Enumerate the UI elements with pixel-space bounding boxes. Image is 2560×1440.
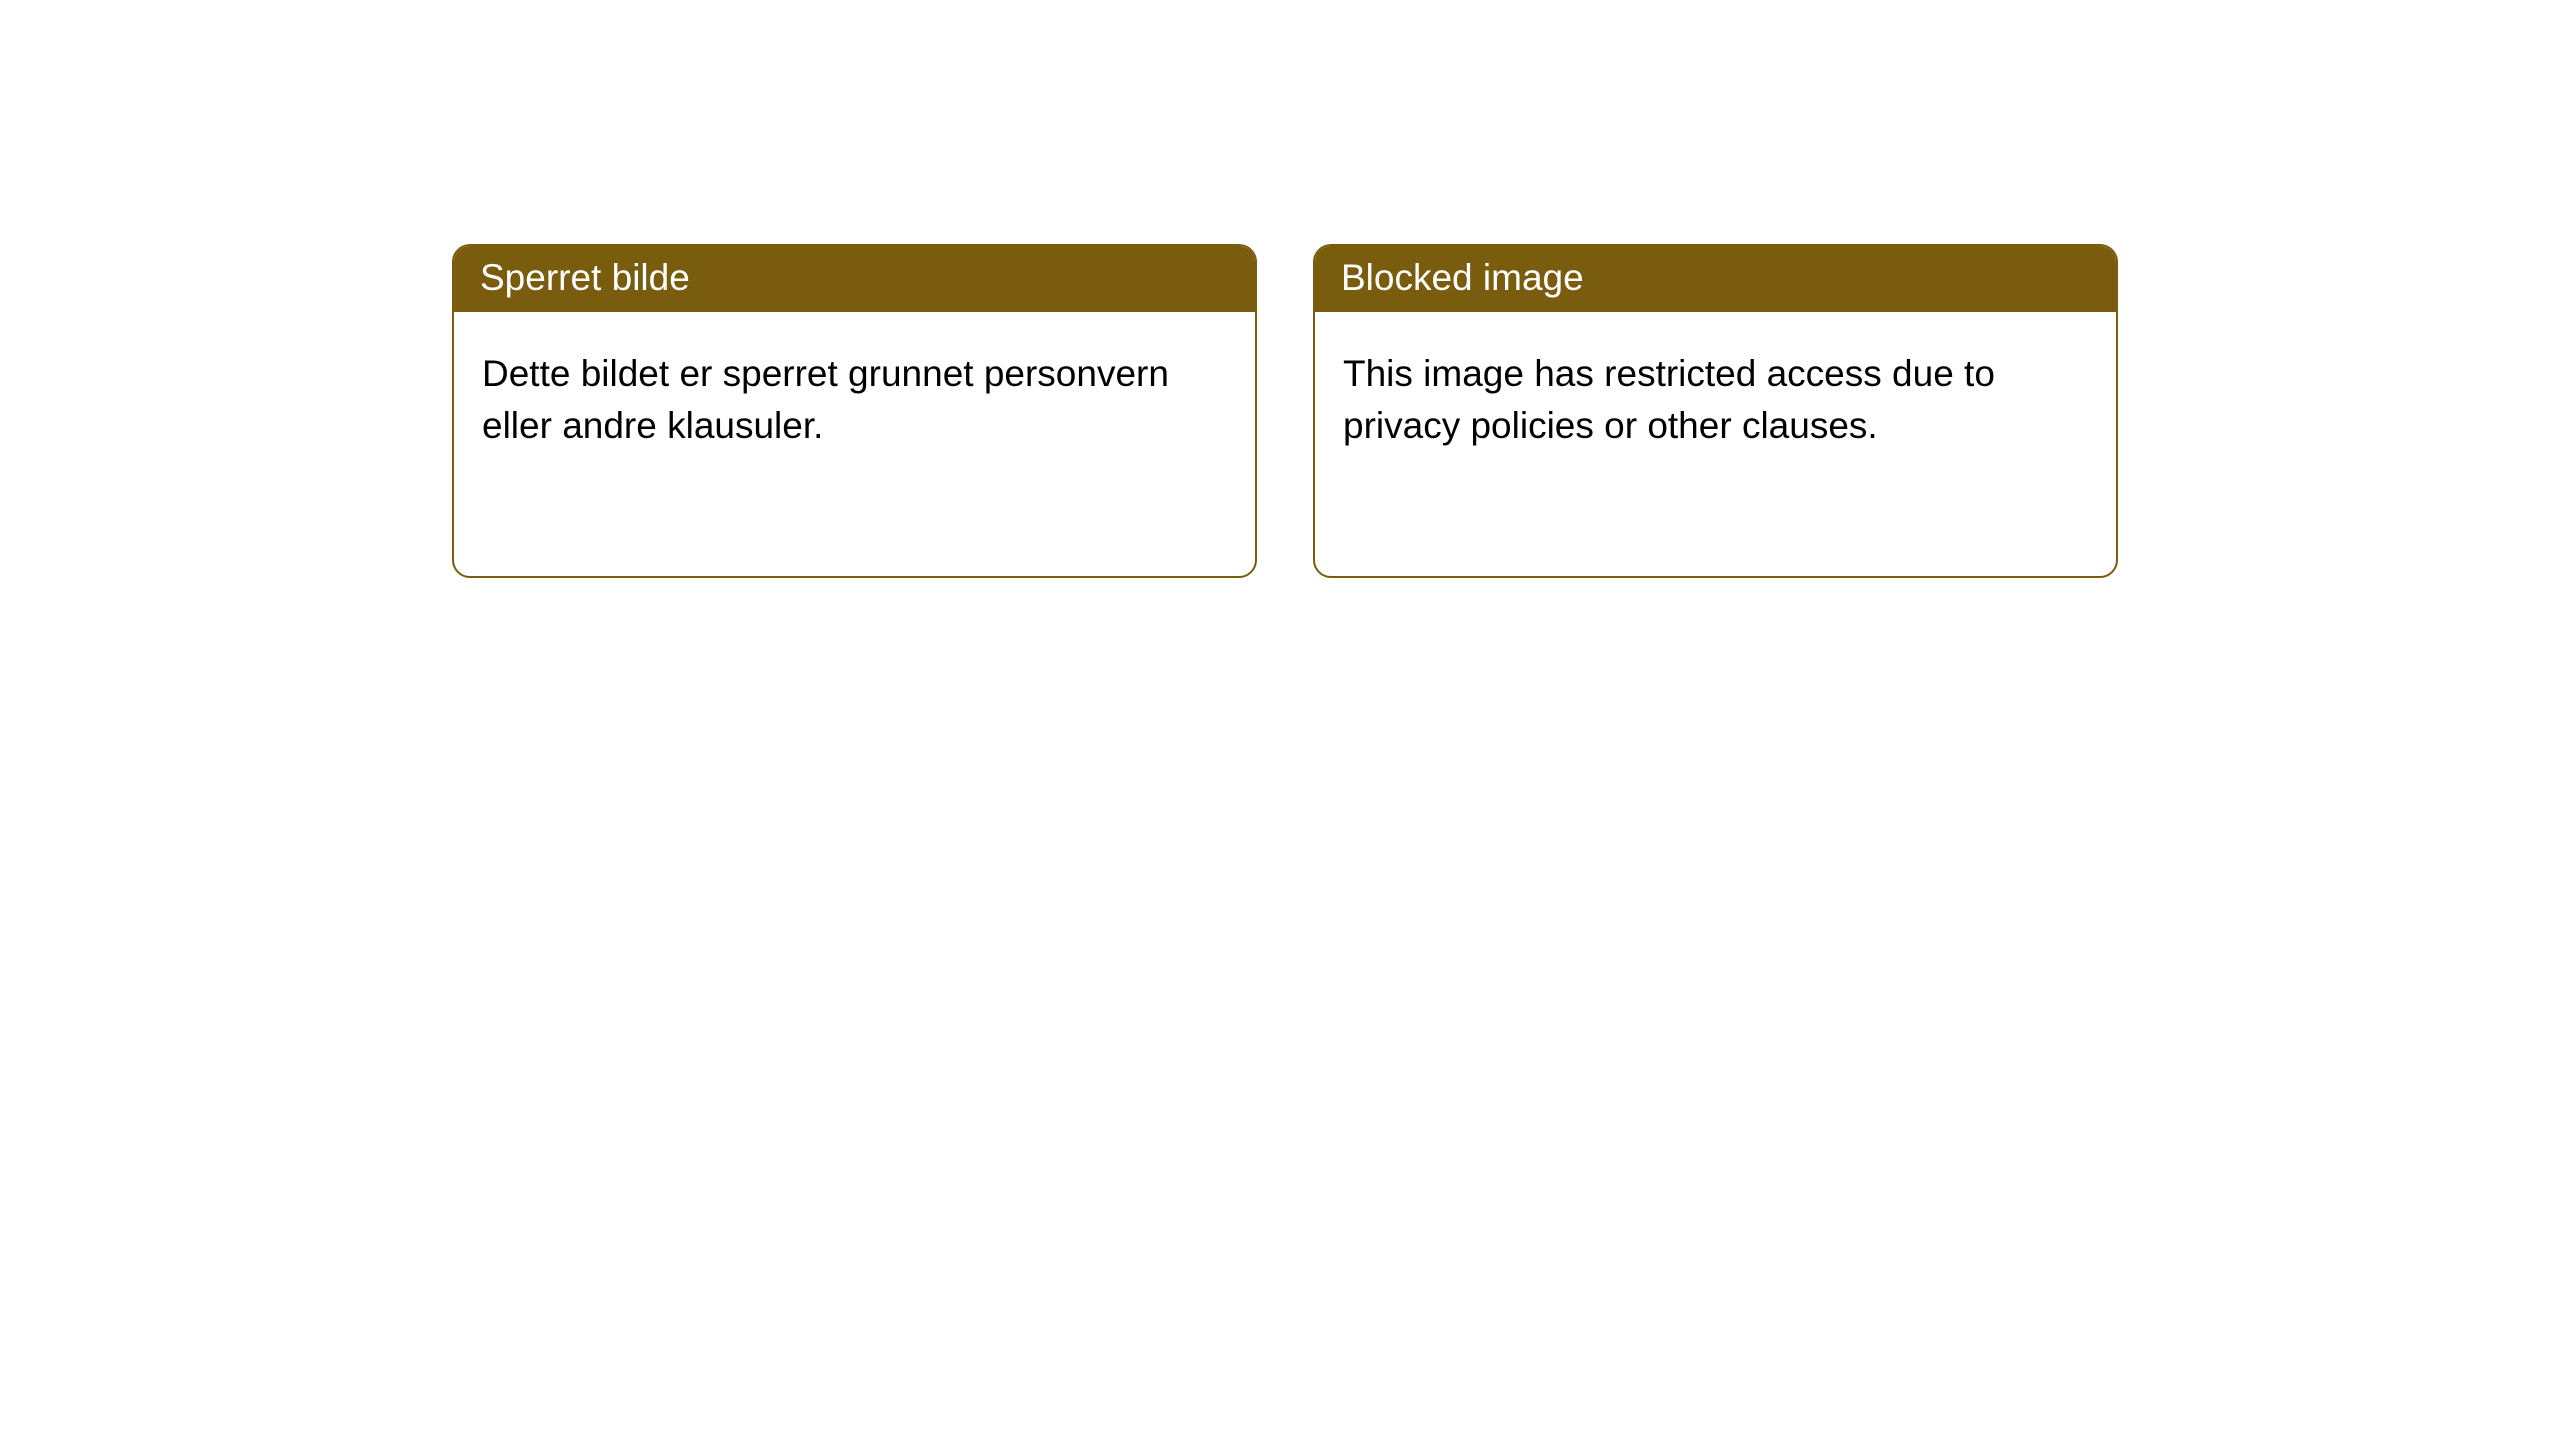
card-body-text: Dette bildet er sperret grunnet personve… [482, 353, 1169, 446]
card-title: Blocked image [1341, 257, 1584, 298]
card-body: This image has restricted access due to … [1315, 312, 2116, 480]
card-title: Sperret bilde [480, 257, 690, 298]
card-header: Sperret bilde [454, 246, 1255, 312]
card-body-text: This image has restricted access due to … [1343, 353, 1995, 446]
notice-container: Sperret bilde Dette bildet er sperret gr… [0, 0, 2560, 578]
card-header: Blocked image [1315, 246, 2116, 312]
notice-card-norwegian: Sperret bilde Dette bildet er sperret gr… [452, 244, 1257, 578]
card-body: Dette bildet er sperret grunnet personve… [454, 312, 1255, 480]
notice-card-english: Blocked image This image has restricted … [1313, 244, 2118, 578]
